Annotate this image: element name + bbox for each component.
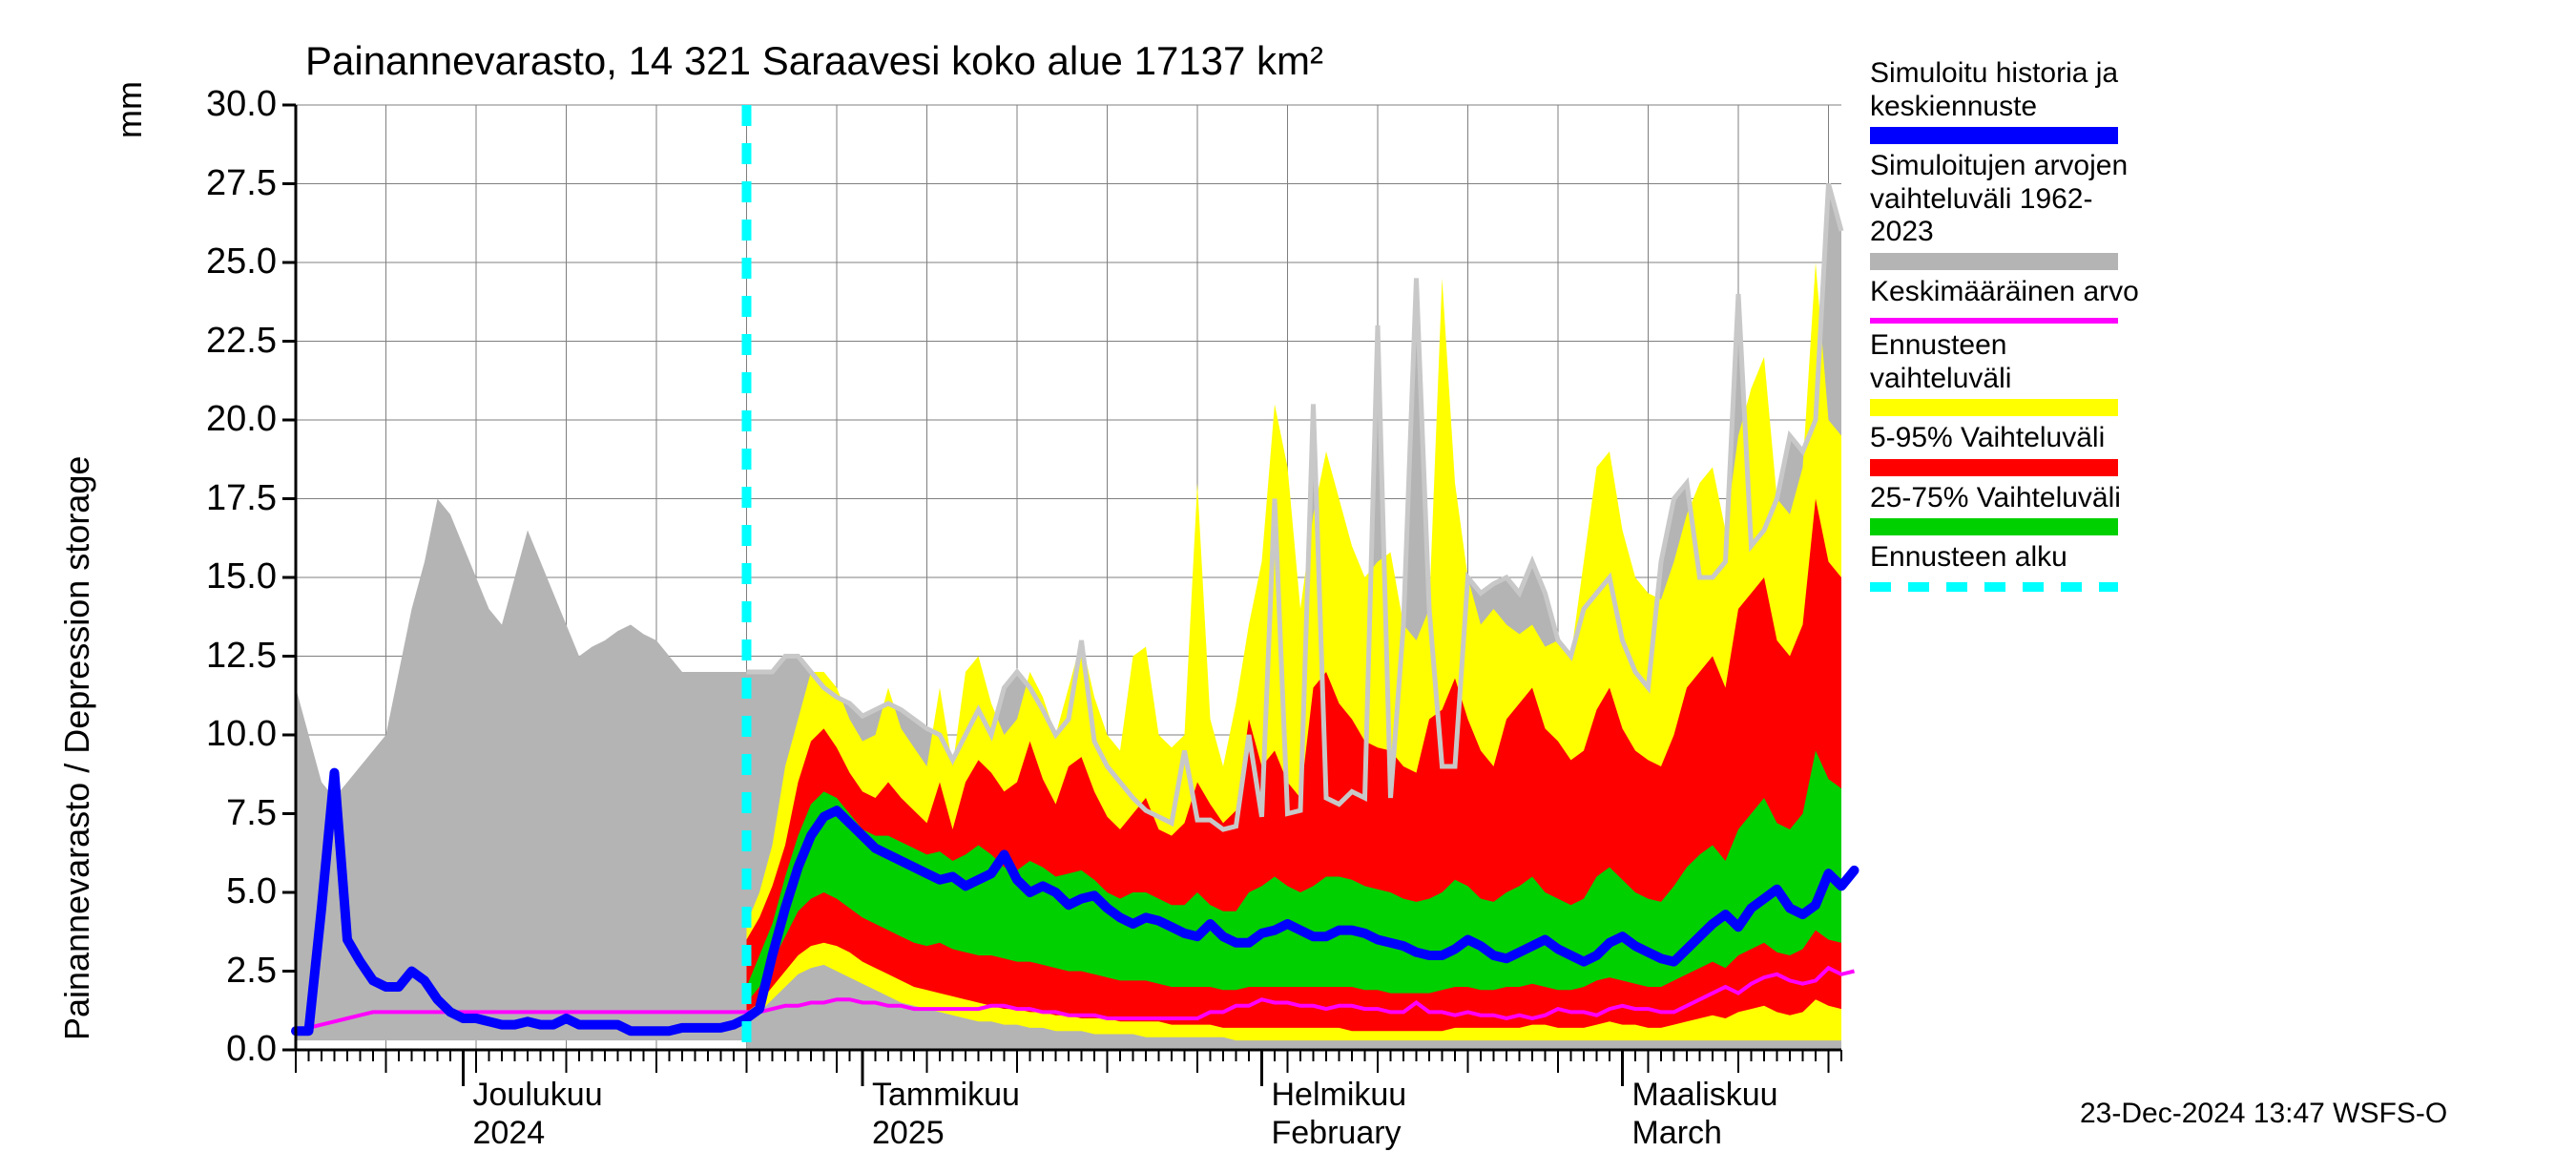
legend-label: Ennusteen alku [1870, 541, 2156, 575]
legend-item: 25-75% Vaihteluväli [1870, 482, 2156, 536]
footer-timestamp: 23-Dec-2024 13:47 WSFS-O [2080, 1098, 2447, 1130]
y-tick: 20.0 [172, 399, 277, 440]
legend-swatch [1870, 518, 2118, 535]
y-tick: 27.5 [172, 163, 277, 204]
x-label: Joulukuu [473, 1077, 603, 1114]
y-tick: 10.0 [172, 714, 277, 755]
x-label-sub: 2024 [473, 1115, 546, 1152]
legend-item: 5-95% Vaihteluväli [1870, 422, 2156, 476]
chart-title: Painannevarasto, 14 321 Saraavesi koko a… [305, 38, 1323, 84]
legend-swatch [1870, 318, 2118, 324]
y-tick: 22.5 [172, 321, 277, 362]
y-axis-label: Painannevarasto / Depression storage [57, 456, 97, 1040]
legend-item: Keskimääräinen arvo [1870, 276, 2156, 325]
legend-swatch [1870, 582, 2118, 592]
legend: Simuloitu historia ja keskiennuste Simulo… [1870, 57, 2156, 597]
y-tick: 25.0 [172, 241, 277, 283]
legend-item: Simuloitujen arvojen vaihteluväli 1962-2… [1870, 150, 2156, 270]
legend-item: Ennusteen alku [1870, 541, 2156, 592]
legend-label: Simuloitu historia ja keskiennuste [1870, 57, 2156, 123]
depression-storage-chart [0, 0, 2576, 1145]
y-tick: 5.0 [172, 871, 277, 912]
legend-item: Ennusteen vaihteluväli [1870, 329, 2156, 416]
legend-swatch [1870, 459, 2118, 476]
y-axis-unit: mm [110, 81, 150, 138]
x-label: Tammikuu [872, 1077, 1020, 1114]
y-tick: 17.5 [172, 478, 277, 519]
y-tick: 0.0 [172, 1029, 277, 1070]
y-tick: 7.5 [172, 793, 277, 834]
legend-swatch [1870, 127, 2118, 144]
y-tick: 12.5 [172, 636, 277, 677]
legend-label: 25-75% Vaihteluväli [1870, 482, 2156, 515]
legend-swatch [1870, 253, 2118, 270]
x-label-sub: February [1272, 1115, 1402, 1152]
legend-label: Ennusteen vaihteluväli [1870, 329, 2156, 395]
legend-label: 5-95% Vaihteluväli [1870, 422, 2156, 455]
y-tick: 15.0 [172, 556, 277, 597]
x-label-sub: 2025 [872, 1115, 945, 1152]
y-tick: 2.5 [172, 951, 277, 992]
y-tick: 30.0 [172, 84, 277, 125]
legend-label: Simuloitujen arvojen vaihteluväli 1962-2… [1870, 150, 2156, 249]
x-label: Maaliskuu [1632, 1077, 1778, 1114]
legend-swatch [1870, 399, 2118, 416]
legend-label: Keskimääräinen arvo [1870, 276, 2156, 309]
legend-item: Simuloitu historia ja keskiennuste [1870, 57, 2156, 144]
x-label-sub: March [1632, 1115, 1722, 1152]
x-label: Helmikuu [1272, 1077, 1407, 1114]
